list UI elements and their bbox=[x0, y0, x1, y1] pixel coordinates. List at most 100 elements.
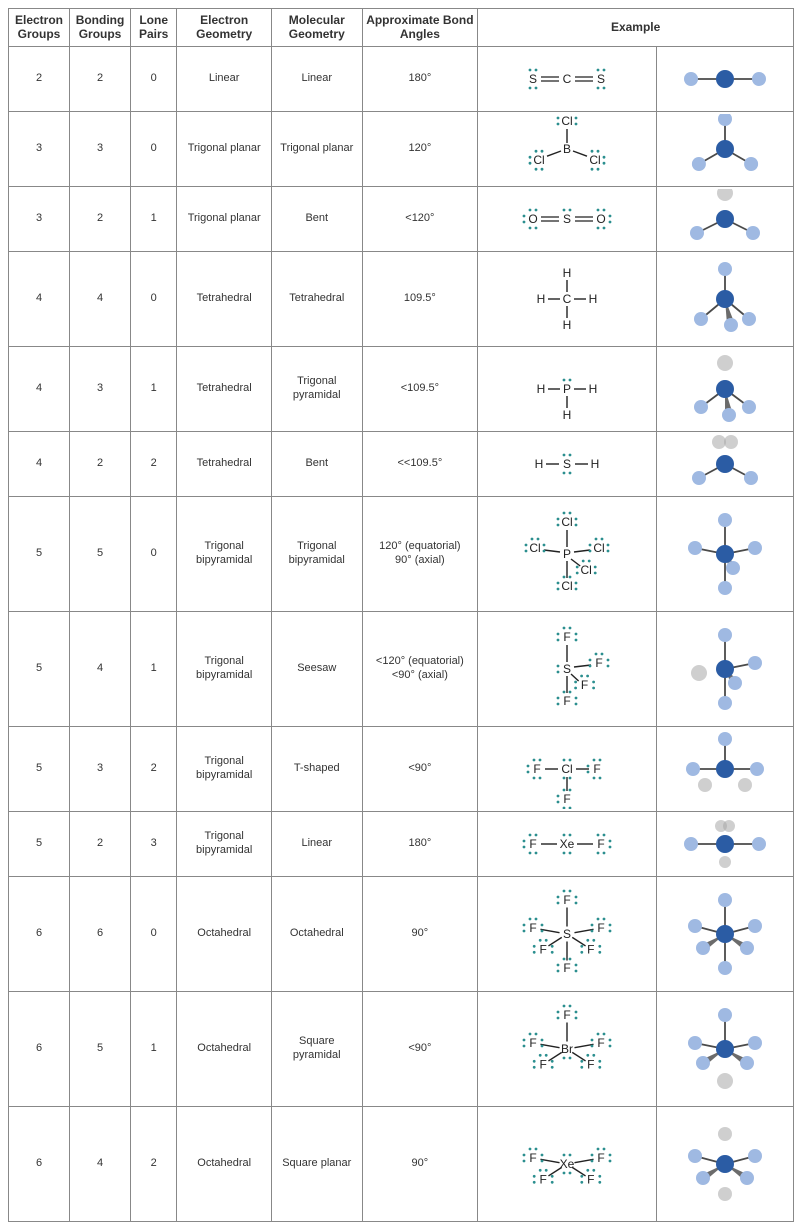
cell-bonding-groups: 2 bbox=[70, 431, 131, 496]
svg-text:F: F bbox=[587, 1057, 594, 1071]
svg-text:F: F bbox=[587, 942, 594, 956]
svg-text:Cl: Cl bbox=[581, 563, 592, 577]
vsepr-table: Electron Groups Bonding Groups Lone Pair… bbox=[8, 8, 794, 1222]
cell-electron-geometry: Tetrahedral bbox=[177, 431, 272, 496]
svg-text:H: H bbox=[563, 318, 572, 332]
svg-text:F: F bbox=[540, 1057, 547, 1071]
cell-electron-geometry: Linear bbox=[177, 46, 272, 111]
cell-bonding-groups: 5 bbox=[70, 991, 131, 1106]
svg-text:S: S bbox=[563, 457, 571, 471]
cell-electron-groups: 5 bbox=[9, 611, 70, 726]
cell-bond-angle: <120° (equatorial)<90° (axial) bbox=[362, 611, 478, 726]
cell-lewis-structure: HSH bbox=[478, 431, 657, 496]
table-row: 5 4 1 Trigonal bipyramidal Seesaw <120° … bbox=[9, 611, 794, 726]
cell-molecular-geometry: Trigonal planar bbox=[272, 111, 362, 186]
cell-bond-angle: <109.5° bbox=[362, 346, 478, 431]
svg-text:F: F bbox=[587, 1172, 594, 1186]
svg-text:F: F bbox=[581, 678, 588, 692]
svg-text:P: P bbox=[563, 382, 571, 396]
cell-electron-geometry: Trigonal bipyramidal bbox=[177, 811, 272, 876]
cell-bond-angle: <90° bbox=[362, 726, 478, 811]
svg-text:S: S bbox=[563, 927, 571, 941]
cell-bond-angle: 180° bbox=[362, 811, 478, 876]
svg-text:H: H bbox=[537, 382, 546, 396]
cell-lewis-structure: SCS bbox=[478, 46, 657, 111]
cell-molecular-geometry: Seesaw bbox=[272, 611, 362, 726]
svg-text:F: F bbox=[540, 1172, 547, 1186]
svg-text:F: F bbox=[598, 1151, 605, 1165]
svg-text:P: P bbox=[563, 547, 571, 561]
cell-lewis-structure: XeFFFF bbox=[478, 1106, 657, 1221]
cell-lone-pairs: 2 bbox=[131, 1106, 177, 1221]
svg-text:H: H bbox=[589, 382, 598, 396]
cell-3d-model bbox=[657, 811, 794, 876]
cell-electron-groups: 5 bbox=[9, 496, 70, 611]
svg-text:F: F bbox=[594, 762, 601, 776]
cell-bond-angle: <<109.5° bbox=[362, 431, 478, 496]
cell-electron-groups: 2 bbox=[9, 46, 70, 111]
svg-text:Cl: Cl bbox=[594, 541, 605, 555]
cell-molecular-geometry: Trigonal pyramidal bbox=[272, 346, 362, 431]
cell-bond-angle: 90° bbox=[362, 1106, 478, 1221]
cell-electron-geometry: Trigonal bipyramidal bbox=[177, 496, 272, 611]
svg-text:H: H bbox=[563, 266, 572, 280]
th-molecular-geometry: Molecular Geometry bbox=[272, 9, 362, 47]
table-row: 4 4 0 Tetrahedral Tetrahedral 109.5° CHH… bbox=[9, 251, 794, 346]
svg-text:Cl: Cl bbox=[534, 153, 545, 167]
cell-lone-pairs: 1 bbox=[131, 991, 177, 1106]
svg-text:F: F bbox=[534, 762, 541, 776]
th-bond-angles: Approximate Bond Angles bbox=[362, 9, 478, 47]
cell-electron-geometry: Trigonal planar bbox=[177, 186, 272, 251]
cell-3d-model bbox=[657, 876, 794, 991]
svg-text:B: B bbox=[563, 142, 571, 156]
cell-bonding-groups: 4 bbox=[70, 1106, 131, 1221]
cell-3d-model bbox=[657, 431, 794, 496]
table-row: 5 3 2 Trigonal bipyramidal T-shaped <90°… bbox=[9, 726, 794, 811]
cell-lone-pairs: 0 bbox=[131, 496, 177, 611]
cell-bond-angle: 90° bbox=[362, 876, 478, 991]
svg-text:Cl: Cl bbox=[562, 114, 573, 128]
cell-lone-pairs: 3 bbox=[131, 811, 177, 876]
cell-3d-model bbox=[657, 1106, 794, 1221]
svg-text:Xe: Xe bbox=[560, 1157, 575, 1171]
svg-text:F: F bbox=[564, 961, 571, 975]
cell-lewis-structure: FXeF bbox=[478, 811, 657, 876]
cell-electron-geometry: Tetrahedral bbox=[177, 251, 272, 346]
cell-electron-groups: 5 bbox=[9, 726, 70, 811]
cell-bonding-groups: 4 bbox=[70, 611, 131, 726]
svg-text:Xe: Xe bbox=[560, 837, 575, 851]
svg-text:F: F bbox=[598, 1036, 605, 1050]
svg-text:F: F bbox=[530, 1036, 537, 1050]
cell-lewis-structure: BClClCl bbox=[478, 111, 657, 186]
svg-text:O: O bbox=[597, 212, 606, 226]
cell-lone-pairs: 1 bbox=[131, 186, 177, 251]
svg-text:H: H bbox=[591, 457, 600, 471]
table-row: 3 2 1 Trigonal planar Bent <120° OSO bbox=[9, 186, 794, 251]
cell-electron-groups: 4 bbox=[9, 431, 70, 496]
cell-molecular-geometry: Square pyramidal bbox=[272, 991, 362, 1106]
cell-lewis-structure: ClFFF bbox=[478, 726, 657, 811]
cell-3d-model bbox=[657, 251, 794, 346]
cell-lone-pairs: 0 bbox=[131, 876, 177, 991]
cell-molecular-geometry: Bent bbox=[272, 186, 362, 251]
cell-electron-groups: 4 bbox=[9, 251, 70, 346]
cell-bond-angle: <120° bbox=[362, 186, 478, 251]
cell-molecular-geometry: Square planar bbox=[272, 1106, 362, 1221]
table-row: 6 5 1 Octahedral Square pyramidal <90° B… bbox=[9, 991, 794, 1106]
cell-molecular-geometry: T-shaped bbox=[272, 726, 362, 811]
cell-molecular-geometry: Octahedral bbox=[272, 876, 362, 991]
table-row: 4 3 1 Tetrahedral Trigonal pyramidal <10… bbox=[9, 346, 794, 431]
svg-text:H: H bbox=[589, 292, 598, 306]
cell-3d-model bbox=[657, 726, 794, 811]
cell-lewis-structure: PClClClClCl bbox=[478, 496, 657, 611]
svg-text:F: F bbox=[530, 1151, 537, 1165]
svg-text:S: S bbox=[597, 72, 605, 86]
cell-lone-pairs: 1 bbox=[131, 611, 177, 726]
cell-bonding-groups: 3 bbox=[70, 346, 131, 431]
th-electron-groups: Electron Groups bbox=[9, 9, 70, 47]
cell-bonding-groups: 3 bbox=[70, 111, 131, 186]
svg-text:F: F bbox=[564, 792, 571, 806]
cell-electron-groups: 5 bbox=[9, 811, 70, 876]
cell-electron-geometry: Octahedral bbox=[177, 876, 272, 991]
svg-text:C: C bbox=[563, 292, 572, 306]
